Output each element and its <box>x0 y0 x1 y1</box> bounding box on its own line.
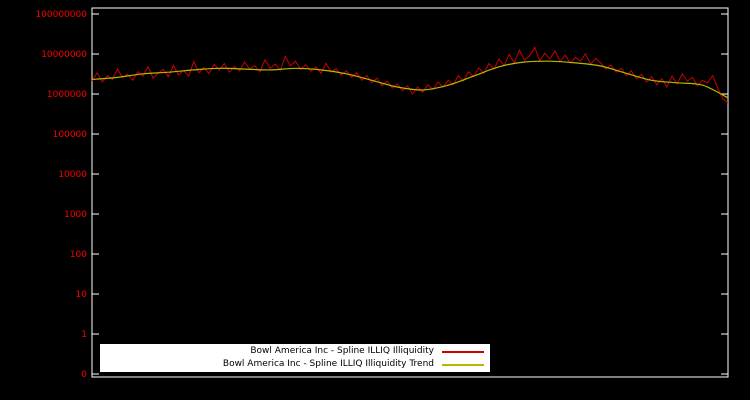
y-tick-label: 0 <box>81 370 87 380</box>
series-line-illiquidity <box>91 46 729 104</box>
legend-line-sample-illiquidity <box>442 350 484 353</box>
legend-row-trend: Bowl America Inc - Spline ILLIQ Illiquid… <box>100 358 490 371</box>
y-tick-label: 100000000 <box>35 10 87 20</box>
y-tick-label: 100 <box>70 250 87 260</box>
plot-border <box>91 7 729 378</box>
y-tick-label: 1000000 <box>47 90 87 100</box>
y-tick-label: 10000000 <box>41 50 87 60</box>
legend-row-illiquidity: Bowl America Inc - Spline ILLIQ Illiquid… <box>100 345 490 358</box>
y-tick-label: 100000 <box>53 130 88 140</box>
y-tick-label: 1 <box>81 330 87 340</box>
legend-label-trend: Bowl America Inc - Spline ILLIQ Illiquid… <box>222 359 434 369</box>
y-tick-label: 1000 <box>64 210 87 220</box>
series-line-trend <box>91 60 729 99</box>
y-tick-label: 10 <box>76 290 88 300</box>
y-tick-label: 10000 <box>58 170 87 180</box>
legend-line-sample-trend <box>442 363 484 366</box>
legend-label-illiquidity: Bowl America Inc - Spline ILLIQ Illiquid… <box>250 346 434 356</box>
chart-legend: Bowl America Inc - Spline ILLIQ Illiquid… <box>100 344 490 372</box>
